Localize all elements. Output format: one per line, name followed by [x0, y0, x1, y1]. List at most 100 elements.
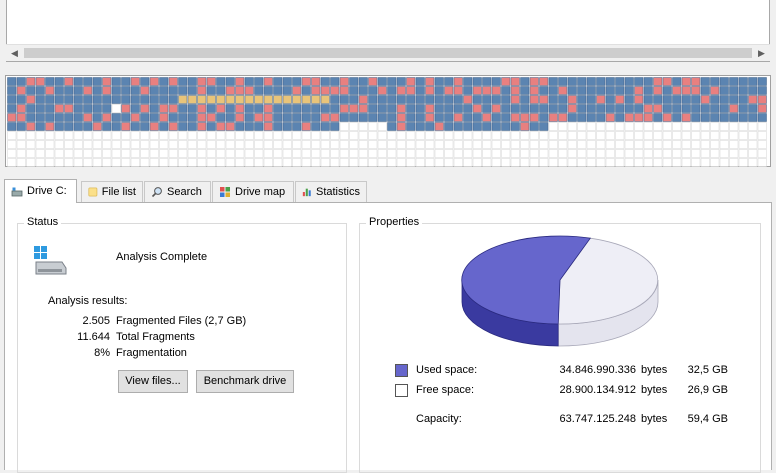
drive-map-cell [73, 158, 83, 167]
drive-map-cell [330, 104, 340, 113]
drive-map-cell [102, 149, 112, 158]
drive-map-cell [168, 77, 178, 86]
drive-map-cell [140, 149, 150, 158]
benchmark-drive-button[interactable]: Benchmark drive [196, 370, 294, 393]
drive-map-cell [510, 86, 520, 95]
drive-map-cell [729, 149, 739, 158]
drive-map-cell [415, 140, 425, 149]
drive-map-cell [577, 113, 587, 122]
drive-map-cell [700, 131, 710, 140]
drive-map-cell [415, 149, 425, 158]
drive-map-cell [216, 95, 226, 104]
drive-map-cell [377, 86, 387, 95]
drive-map-cell [615, 86, 625, 95]
drive-map-cell [615, 104, 625, 113]
drive-map-cell [235, 149, 245, 158]
drive-map-cell [292, 122, 302, 131]
drive-map-cell [539, 140, 549, 149]
drive-map-cell [92, 149, 102, 158]
drive-map-cell [301, 122, 311, 131]
drive-map-cell [624, 95, 634, 104]
drive-map-cell [282, 140, 292, 149]
drive-map-cell [453, 95, 463, 104]
view-files-button[interactable]: View files... [118, 370, 188, 393]
drive-map-cell [149, 95, 159, 104]
drive-map-cell [358, 131, 368, 140]
drive-map-cell [757, 95, 767, 104]
properties-group-title: Properties [366, 216, 423, 228]
drive-map-cell [748, 95, 758, 104]
drive-map-cell [292, 140, 302, 149]
tab-drive-c[interactable]: Drive C: [4, 179, 77, 203]
drive-map-cell [282, 122, 292, 131]
tab-statistics[interactable]: Statistics [295, 181, 367, 202]
drive-map-cell [254, 140, 264, 149]
drive-map-cell [729, 104, 739, 113]
drive-map-cell [520, 104, 530, 113]
drive-map-cell [615, 113, 625, 122]
drive-map-cell [187, 104, 197, 113]
drive-map-cell [463, 149, 473, 158]
drive-map-cell [358, 104, 368, 113]
drive-map-cell [377, 77, 387, 86]
tab-file-list[interactable]: File list [81, 181, 143, 202]
drive-map-cell [358, 95, 368, 104]
drive-map-cell [586, 131, 596, 140]
drive-map-cell [273, 140, 283, 149]
drive-map-cell [415, 158, 425, 167]
scroll-right-arrow-icon[interactable]: ▶ [758, 48, 765, 58]
drive-map-cell [73, 140, 83, 149]
drive-map-cell [282, 95, 292, 104]
drive-map-cell [292, 77, 302, 86]
tab-search[interactable]: Search [144, 181, 211, 202]
status-message: Analysis Complete [116, 251, 208, 263]
drive-map-cell [501, 113, 511, 122]
tab-drive-map[interactable]: Drive map [212, 181, 294, 202]
drive-map-cell [83, 140, 93, 149]
horizontal-scrollbar[interactable]: ◀ ▶ [6, 44, 770, 61]
drive-map-cell [643, 158, 653, 167]
drive-map-cell [235, 95, 245, 104]
drive-map-cell [434, 77, 444, 86]
drive-map-cell [738, 131, 748, 140]
drive-map-cell [434, 140, 444, 149]
drive-map-cell [330, 77, 340, 86]
drive-map-cell [330, 158, 340, 167]
drive-map-cell [168, 122, 178, 131]
drive-map-cell [26, 77, 36, 86]
drive-map-cell [624, 122, 634, 131]
drive-map-cell [282, 158, 292, 167]
scrollbar-thumb[interactable] [24, 48, 752, 58]
drive-map-cell [596, 158, 606, 167]
drive-map-cell [634, 95, 644, 104]
drive-map-cell [349, 77, 359, 86]
pie-used-slice [461, 235, 592, 325]
drive-map-cell [719, 104, 729, 113]
usage-pie-chart [461, 235, 659, 347]
drive-map-cell [282, 77, 292, 86]
drive-map-cell [159, 158, 169, 167]
drive-map-cell [35, 104, 45, 113]
drive-map-cell [681, 140, 691, 149]
drive-map-cell [83, 122, 93, 131]
drive-map-cell [216, 77, 226, 86]
drive-map-cell [263, 131, 273, 140]
drive-map-cell [691, 86, 701, 95]
drive-map-cell [548, 77, 558, 86]
drive-map-cell [140, 140, 150, 149]
drive-map-cell [510, 77, 520, 86]
scroll-left-arrow-icon[interactable]: ◀ [11, 48, 18, 58]
drive-map-cell [26, 104, 36, 113]
drive-map-cell [92, 131, 102, 140]
drive-map-cell [624, 149, 634, 158]
drive-map-cell [719, 140, 729, 149]
drive-map-cell [672, 131, 682, 140]
drive-map-cell [311, 122, 321, 131]
drive-map-cell [548, 86, 558, 95]
drive-map-cell [377, 95, 387, 104]
drive-map-cell [624, 158, 634, 167]
drive-map-cell [510, 131, 520, 140]
drive-map-cell [472, 104, 482, 113]
drive-map-cell [130, 149, 140, 158]
drive-map-cell [111, 131, 121, 140]
